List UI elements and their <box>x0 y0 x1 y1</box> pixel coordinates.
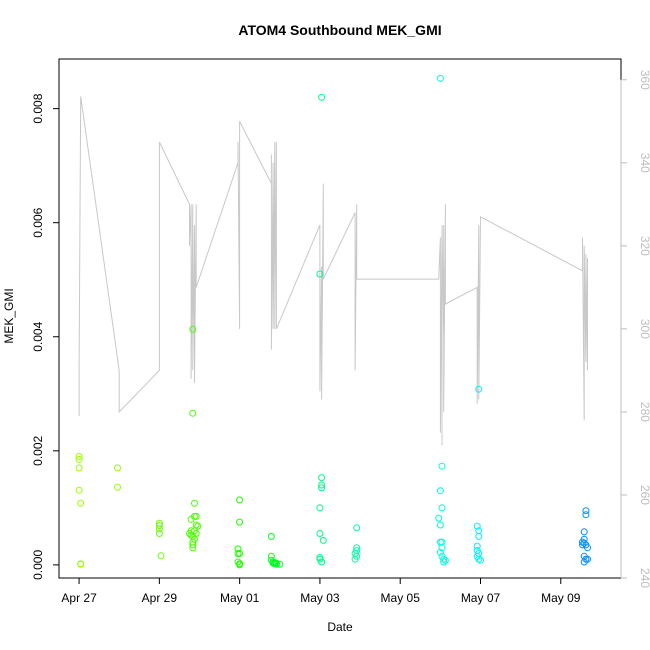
x-tick-label: May 03 <box>300 591 340 605</box>
data-point <box>236 496 244 504</box>
data-point <box>475 555 483 563</box>
data-point <box>77 560 85 568</box>
y2-tick-label: 260 <box>638 485 650 505</box>
data-point <box>191 499 198 507</box>
data-point <box>436 487 444 495</box>
data-point <box>155 525 163 533</box>
data-point <box>440 558 448 566</box>
data-point <box>194 522 202 530</box>
data-point <box>189 409 197 417</box>
data-point <box>318 558 326 566</box>
data-point <box>272 560 280 568</box>
data-point <box>155 522 163 529</box>
scatter-series <box>75 74 591 569</box>
data-point <box>318 484 326 492</box>
x-tick-label: May 05 <box>381 591 421 605</box>
data-point <box>319 536 327 544</box>
data-point <box>236 550 244 557</box>
y2-tick-label: 240 <box>638 568 650 588</box>
data-point <box>353 524 361 532</box>
data-point <box>580 558 588 566</box>
data-point <box>316 504 324 512</box>
y-tick-label: 0.002 <box>31 435 45 465</box>
data-point <box>75 464 83 472</box>
y2-tick-label: 340 <box>638 153 650 173</box>
x-tick-label: Apr 27 <box>61 591 97 605</box>
y2-tick-label: 280 <box>638 402 650 422</box>
x-tick-label: May 01 <box>220 591 260 605</box>
data-point <box>155 530 163 537</box>
data-point <box>267 532 275 540</box>
x-axis: Apr 27 Apr 29 May 01 May 03 May 05 May 07 May … <box>61 577 581 605</box>
x-axis-label: Date <box>327 620 353 634</box>
data-point <box>114 464 121 472</box>
data-point <box>351 555 359 563</box>
data-point <box>318 474 326 482</box>
data-point <box>75 453 83 460</box>
x-tick-label: May 09 <box>541 591 581 605</box>
data-point <box>438 462 446 470</box>
data-point <box>236 561 244 569</box>
y-axis-label: MEK_GMI <box>2 288 16 343</box>
y-tick-label: 0.008 <box>31 93 45 123</box>
data-point <box>440 555 448 563</box>
data-point <box>236 518 244 526</box>
data-point <box>157 552 165 560</box>
data-point <box>473 522 481 530</box>
y-axis-left: 0.000 0.002 0.004 0.006 0.008 <box>31 93 60 580</box>
data-point <box>584 544 591 552</box>
data-point <box>318 93 326 101</box>
series-line <box>78 96 588 446</box>
data-point <box>189 325 197 333</box>
data-point <box>234 545 242 553</box>
y-axis-right: 240 260 280 300 320 340 360 <box>620 70 650 588</box>
y2-tick-label: 360 <box>638 70 650 90</box>
data-point <box>436 548 444 556</box>
chart-title: ATOM4 Southbound MEK_GMI <box>238 22 441 38</box>
data-point <box>192 512 200 520</box>
data-point <box>114 483 121 491</box>
data-point <box>191 535 198 543</box>
data-point <box>316 530 324 537</box>
data-point <box>318 481 326 489</box>
data-point <box>580 539 588 547</box>
data-point <box>475 385 483 393</box>
y2-tick-label: 300 <box>638 319 650 339</box>
data-point <box>316 270 324 278</box>
data-point <box>580 528 588 536</box>
data-point <box>75 455 83 463</box>
data-point <box>582 511 590 519</box>
data-point <box>436 74 444 82</box>
data-point <box>276 560 284 568</box>
y2-tick-label: 320 <box>638 236 650 256</box>
x-tick-label: May 07 <box>461 591 501 605</box>
y-tick-label: 0.006 <box>31 207 45 237</box>
data-point <box>189 544 197 552</box>
data-point <box>441 556 449 564</box>
data-point <box>438 504 446 512</box>
data-point <box>438 544 446 552</box>
data-point <box>582 507 590 515</box>
data-point <box>477 556 484 564</box>
data-point <box>75 486 83 494</box>
y-tick-label: 0.000 <box>31 550 45 580</box>
data-point <box>475 532 483 540</box>
data-point <box>473 542 481 550</box>
data-point <box>579 541 586 549</box>
x-tick-label: Apr 29 <box>142 591 178 605</box>
y-tick-label: 0.004 <box>31 321 45 351</box>
data-point <box>436 521 444 529</box>
data-point <box>77 499 85 507</box>
line-series <box>78 96 588 446</box>
data-point <box>435 514 443 522</box>
plot-frame <box>58 58 622 579</box>
